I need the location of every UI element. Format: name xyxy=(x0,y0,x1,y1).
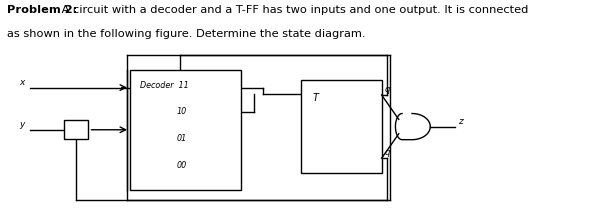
Polygon shape xyxy=(396,114,430,140)
Text: z: z xyxy=(458,116,463,126)
Bar xyxy=(301,80,382,173)
Text: T: T xyxy=(312,93,318,103)
Text: 10: 10 xyxy=(177,107,187,116)
Text: as shown in the following figure. Determine the state diagram.: as shown in the following figure. Determ… xyxy=(7,29,365,39)
Text: x: x xyxy=(19,77,25,87)
Text: q: q xyxy=(384,85,390,94)
Text: q': q' xyxy=(384,148,392,157)
Text: Decoder  11: Decoder 11 xyxy=(140,81,188,90)
Text: 01: 01 xyxy=(177,134,187,143)
Text: 00: 00 xyxy=(177,161,187,170)
Text: y: y xyxy=(19,120,25,129)
Bar xyxy=(63,120,89,139)
Text: A circuit with a decoder and a T-FF has two inputs and one output. It is connect: A circuit with a decoder and a T-FF has … xyxy=(57,5,528,15)
Bar xyxy=(130,70,240,190)
Text: Problem 2:: Problem 2: xyxy=(7,5,77,15)
